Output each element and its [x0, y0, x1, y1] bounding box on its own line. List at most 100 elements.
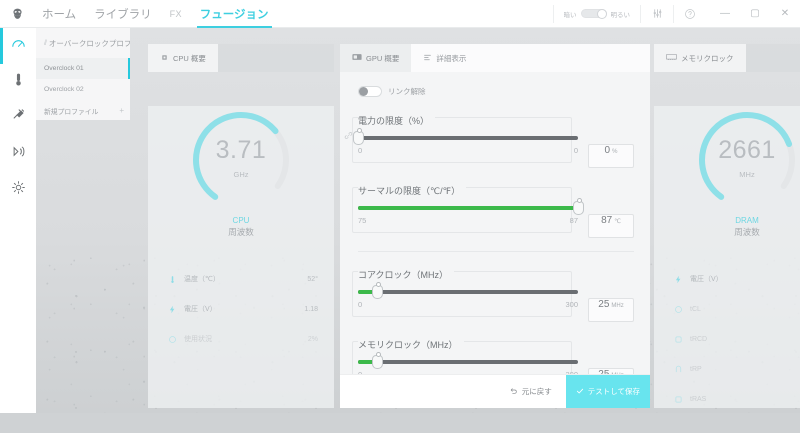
sidebar-item-temperature[interactable]	[0, 64, 36, 100]
cpu-gauge-unit: GHz	[233, 170, 249, 179]
tab-label: メモリクロック	[681, 53, 734, 63]
link-unlink-switch[interactable]	[358, 86, 382, 97]
slider-thumb[interactable]	[572, 198, 584, 215]
field-label: 電力の限度（%）	[358, 114, 436, 127]
gpu-icon	[352, 53, 362, 63]
gauge-icon	[10, 35, 27, 57]
link-unlink-toggle-row[interactable]: リンク解除	[358, 86, 634, 97]
brightness-icon	[11, 180, 26, 200]
slider-min-label: 0	[358, 370, 362, 374]
value-unit: ℃	[614, 219, 621, 225]
nav-label: フュージョン	[199, 8, 269, 21]
memory-gauge-caption: DRAM	[735, 216, 759, 225]
memory-stat-label: tRP	[690, 365, 702, 373]
add-profile-icon[interactable]: +	[119, 106, 124, 115]
minimize-button[interactable]: —	[710, 0, 740, 28]
link-unlink-label: リンク解除	[388, 87, 426, 96]
cpu-gauge-value: 3.71	[215, 136, 267, 164]
memory-gauge-unit: MHz	[739, 170, 755, 179]
sidebar-item-power[interactable]	[0, 100, 36, 136]
slider-track[interactable]	[352, 128, 578, 145]
sidebar-item-brightness[interactable]	[0, 172, 36, 208]
profile-item-new-profile[interactable]: 新規プロファイル +	[36, 100, 130, 120]
close-button[interactable]: ✕	[770, 0, 800, 28]
profile-item-overclock-01[interactable]: Overclock 01	[36, 58, 130, 79]
nav-label: ホーム	[42, 8, 77, 21]
timing-icon	[670, 365, 686, 374]
slider-track[interactable]	[358, 352, 578, 369]
gpu-card-tabfill	[478, 44, 650, 72]
tab-label: GPU 概要	[366, 53, 400, 63]
core-clock-slider[interactable]: 0 300	[358, 282, 588, 309]
memory-clock-card: メモリクロック 2661 MHz DRAM 周波数 電圧（V） 1.20	[654, 44, 800, 408]
profile-item-overclock-02[interactable]: Overclock 02	[36, 79, 130, 100]
thermal-limit-value-box[interactable]: 87 ℃	[588, 214, 634, 238]
field-label: サーマルの限度（℃/℉）	[358, 184, 467, 197]
slider-thumb[interactable]	[352, 128, 364, 145]
memory-stat-row-tcl: tCL 17	[670, 294, 800, 324]
gpu-overclock-card: GPU 概要 詳細表示 リンク解除 電力の限度（%）	[340, 44, 650, 408]
nav-item-fusion[interactable]: フュージョン	[191, 0, 278, 28]
tab-advanced-view[interactable]: 詳細表示	[411, 44, 478, 72]
slider-max-label: 300	[565, 370, 578, 374]
core-clock-value-box[interactable]: 25 MHz	[588, 298, 634, 322]
tab-memory-clock[interactable]: メモリクロック	[654, 44, 746, 72]
cpu-stat-row-temperature: 温度（℃） 52°	[164, 264, 318, 294]
slider-max-label: 0	[573, 146, 578, 155]
minimize-glyph: —	[720, 8, 730, 19]
tab-label: 詳細表示	[436, 53, 467, 63]
tab-gpu-overview[interactable]: GPU 概要	[340, 44, 412, 72]
power-limit-value-box[interactable]: 0 %	[588, 144, 634, 168]
nav-item-home[interactable]: ホーム	[33, 0, 85, 28]
cpu-stat-row-usage: 使用状況 2%	[164, 324, 318, 354]
slider-fill	[358, 206, 578, 210]
fan-icon	[11, 144, 26, 164]
close-glyph: ✕	[780, 8, 790, 19]
theme-toggle-group[interactable]: 暗い 明るい	[552, 4, 641, 23]
power-limit-slider[interactable]: 0 0	[352, 128, 588, 155]
maximize-button[interactable]: ▢	[740, 0, 770, 28]
tab-cpu-overview[interactable]: CPU 概要	[148, 44, 218, 72]
slider-min-label: 0	[358, 146, 363, 155]
profile-label: Overclock 02	[44, 86, 84, 93]
test-and-save-button[interactable]: テストして保存	[565, 374, 650, 408]
cpu-card-tabfill	[217, 44, 334, 72]
slider-track[interactable]	[358, 198, 584, 215]
slider-thumb[interactable]	[372, 352, 384, 369]
cpu-stat-label: 温度（℃）	[184, 276, 220, 283]
memory-clock-slider[interactable]: 0 300	[358, 352, 588, 374]
field-label: コアクロック（MHz）	[358, 268, 455, 281]
thermal-limit-slider[interactable]: 75 87	[358, 198, 588, 225]
slider-track[interactable]	[358, 282, 578, 299]
theme-toggle-switch[interactable]	[580, 8, 607, 19]
memory-gauge-value: 2661	[718, 136, 776, 164]
gauge-arc	[699, 112, 795, 208]
nav-item-library[interactable]: ライブラリ	[85, 0, 161, 28]
cpu-stat-value: 52°	[307, 275, 318, 283]
field-power-limit: 電力の限度（%） 0 0	[344, 111, 634, 168]
gpu-card-footer: 元に戻す テストして保存	[340, 374, 650, 408]
memory-frequency-gauge: 2661 MHz	[693, 106, 800, 214]
profile-label: 新規プロファイル	[44, 108, 99, 116]
cpu-frequency-gauge: 3.71 GHz	[187, 106, 295, 214]
nav-label: FX	[169, 8, 182, 19]
memory-clock-value-box[interactable]: 25 MHz	[588, 368, 634, 374]
sidebar-icon-rail	[0, 28, 36, 413]
slider-range-labels: 75 87	[358, 216, 578, 225]
undo-label: 元に戻す	[521, 387, 552, 396]
settings-sliders-icon[interactable]	[643, 0, 671, 28]
sidebar-item-fan[interactable]	[0, 136, 36, 172]
save-label: テストして保存	[587, 387, 640, 396]
value-number: 25	[598, 369, 609, 374]
list-icon	[423, 53, 432, 64]
memory-card-tabs: メモリクロック	[654, 44, 800, 72]
memory-stat-label: tRAS	[690, 395, 707, 403]
sidebar-item-overclock[interactable]	[0, 28, 36, 64]
field-frame	[352, 271, 572, 317]
undo-button[interactable]: 元に戻す	[496, 386, 566, 397]
cpu-stat-value: 2%	[307, 335, 318, 343]
slider-thumb[interactable]	[372, 282, 384, 299]
timing-icon	[670, 335, 686, 344]
nav-item-fx[interactable]: FX	[161, 0, 191, 28]
help-icon[interactable]	[676, 0, 704, 28]
